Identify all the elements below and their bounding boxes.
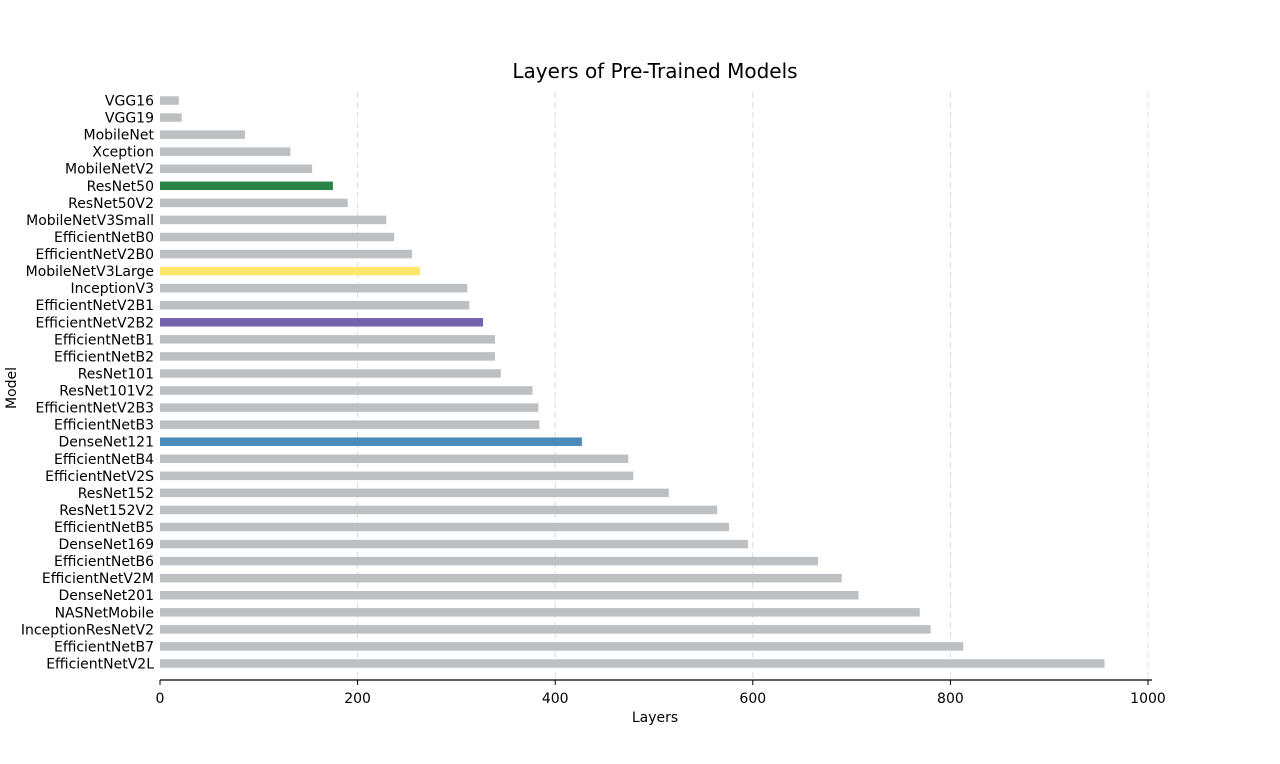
y-tick-label: ResNet101: [78, 366, 154, 382]
bar: [160, 335, 495, 344]
y-tick-label: MobileNetV3Large: [26, 264, 154, 280]
bar: [160, 147, 291, 156]
bar: [160, 625, 931, 634]
bar: [160, 283, 468, 293]
bar: [160, 642, 964, 651]
bar: [160, 539, 748, 549]
y-tick-label: ResNet50V2: [68, 196, 154, 212]
bar: [160, 369, 501, 378]
bar: [160, 437, 582, 446]
y-tick-label: Xception: [92, 145, 154, 161]
bar: [160, 386, 533, 395]
y-tick-label: EfficientNetV2M: [42, 571, 154, 587]
y-tick-label: EfficientNetV2B0: [35, 247, 154, 263]
y-tick-label: EfficientNetV2B1: [35, 298, 154, 314]
x-tick-label: 1000: [1130, 691, 1166, 707]
bar: [160, 113, 182, 122]
bar: [160, 232, 395, 242]
y-tick-label: EfficientNetB6: [54, 554, 154, 570]
y-tick-label: EfficientNetB3: [54, 418, 154, 434]
bar: [160, 300, 470, 310]
bar: [160, 471, 634, 481]
y-tick-label: MobileNetV2: [65, 162, 154, 178]
y-tick-label: EfficientNetB7: [54, 639, 154, 655]
x-tick-label: 600: [739, 691, 766, 707]
y-tick-label: EfficientNetV2B3: [35, 401, 154, 417]
bar: [160, 505, 718, 515]
y-tick-label: MobileNetV3Small: [26, 213, 154, 229]
y-tick-label: EfficientNetV2S: [45, 469, 154, 485]
bar: [160, 403, 539, 412]
y-tick-label: EfficientNetB5: [54, 520, 154, 536]
y-tick-labels: VGG16VGG19MobileNetXceptionMobileNetV2Re…: [21, 94, 155, 673]
y-tick-label: NASNetMobile: [55, 605, 154, 621]
y-tick-label: ResNet152: [78, 486, 154, 502]
y-tick-label: EfficientNetB4: [54, 452, 154, 468]
x-tick-label: 400: [542, 691, 569, 707]
bar: [160, 608, 920, 617]
bar: [160, 164, 313, 173]
bar: [160, 573, 842, 583]
x-tick-label: 200: [344, 691, 371, 707]
bar: [160, 352, 495, 361]
y-tick-label: EfficientNetV2B2: [35, 315, 154, 331]
bar: [160, 590, 859, 600]
y-tick-label: ResNet101V2: [59, 384, 154, 400]
x-axis-label: Layers: [632, 710, 678, 726]
bar: [160, 522, 730, 532]
y-tick-label: ResNet152V2: [59, 503, 154, 519]
y-tick-label: EfficientNetB1: [54, 332, 154, 348]
y-tick-label: MobileNet: [84, 128, 155, 144]
y-tick-label: DenseNet121: [59, 435, 154, 451]
y-tick-label: InceptionResNetV2: [21, 622, 154, 638]
x-ticks: 0 200 400 600 800 1000: [156, 680, 1166, 707]
bar: [160, 488, 669, 498]
bar: [160, 249, 412, 259]
bar: [160, 659, 1105, 668]
x-tick-label: 0: [156, 691, 165, 707]
bars: [160, 96, 1105, 668]
bar: [160, 198, 348, 208]
y-tick-label: EfficientNetB0: [54, 230, 154, 246]
bar: [160, 556, 819, 566]
bar: [160, 215, 387, 225]
bar: [160, 266, 420, 276]
y-tick-label: DenseNet201: [59, 588, 154, 604]
y-tick-label: DenseNet169: [59, 537, 154, 553]
y-tick-label: EfficientNetB2: [54, 349, 154, 365]
y-axis-label: Model: [4, 367, 20, 409]
bar: [160, 420, 540, 429]
bar: [160, 130, 245, 139]
x-tick-label: 800: [937, 691, 964, 707]
chart-title: Layers of Pre-Trained Models: [512, 59, 797, 83]
bar: [160, 96, 179, 105]
y-tick-label: EfficientNetV2L: [46, 656, 154, 672]
bar: [160, 181, 333, 191]
y-tick-label: VGG19: [105, 111, 154, 127]
bar: [160, 318, 484, 327]
y-tick-label: ResNet50: [87, 179, 154, 195]
bar: [160, 454, 629, 464]
y-tick-label: VGG16: [105, 94, 154, 110]
y-tick-label: InceptionV3: [70, 281, 154, 297]
